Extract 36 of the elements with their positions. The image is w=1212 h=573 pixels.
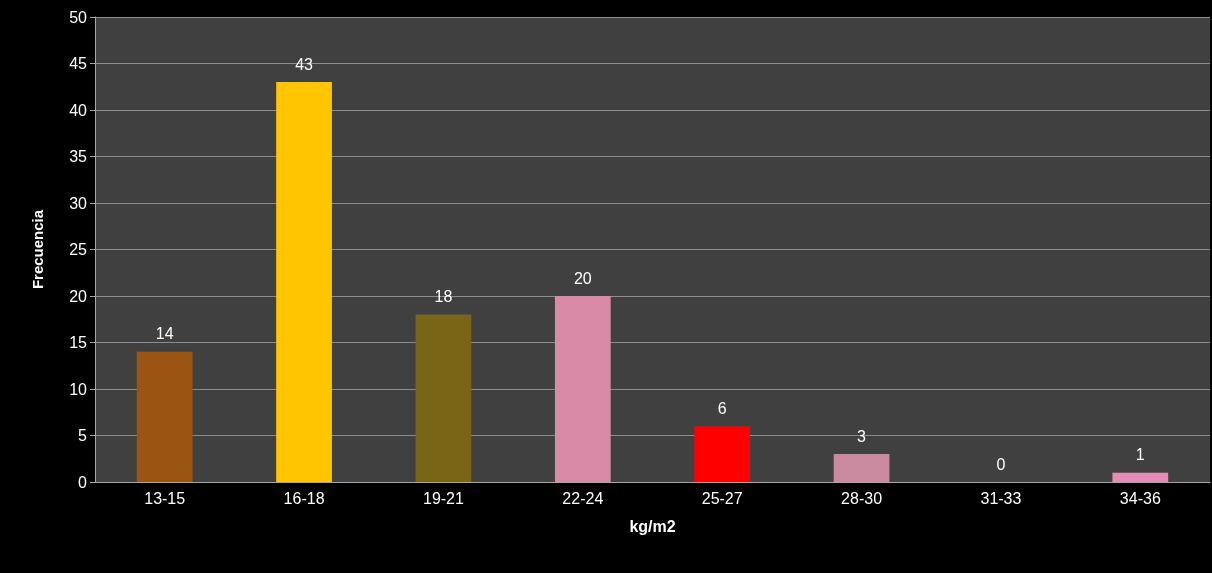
y-tick-label: 35: [69, 148, 88, 165]
data-label: 18: [434, 288, 453, 306]
data-label: 14: [155, 325, 174, 343]
bar: [554, 296, 611, 482]
y-tick-label: 40: [69, 101, 88, 119]
y-tick-label: 45: [69, 55, 88, 72]
x-tick-label: 31-33: [980, 489, 1022, 507]
x-tick-label: 19-21: [422, 489, 464, 507]
x-tick-label: 34-36: [1119, 489, 1161, 507]
y-tick-label: 5: [78, 427, 88, 444]
data-label: 0: [996, 455, 1006, 473]
y-axis-title: Frecuencia: [29, 209, 46, 290]
data-label: 43: [295, 55, 314, 73]
data-label: 6: [717, 399, 727, 417]
y-tick-label: 30: [69, 194, 88, 212]
y-tick-label: 0: [78, 473, 88, 491]
bar: [833, 454, 890, 482]
y-tick-label: 25: [69, 241, 88, 258]
y-tick-label: 10: [69, 380, 88, 398]
x-tick-label: 22-24: [562, 489, 604, 507]
data-label: 1: [1135, 446, 1145, 464]
data-label: 3: [857, 427, 867, 445]
y-tick-label: 50: [69, 8, 88, 26]
x-tick-label: 28-30: [841, 489, 883, 507]
data-label: 20: [573, 269, 592, 287]
bar: [415, 314, 472, 482]
bar: [1112, 472, 1169, 482]
bar: [694, 426, 751, 482]
x-tick-label: 13-15: [144, 489, 186, 507]
y-tick-label: 15: [69, 334, 88, 351]
x-tick-label: 25-27: [701, 489, 743, 507]
x-axis-title: kg/m2: [629, 517, 676, 535]
bar: [276, 82, 332, 482]
y-tick-label: 20: [69, 287, 88, 305]
bar: [136, 351, 193, 482]
x-tick-label: 16-18: [283, 489, 325, 507]
